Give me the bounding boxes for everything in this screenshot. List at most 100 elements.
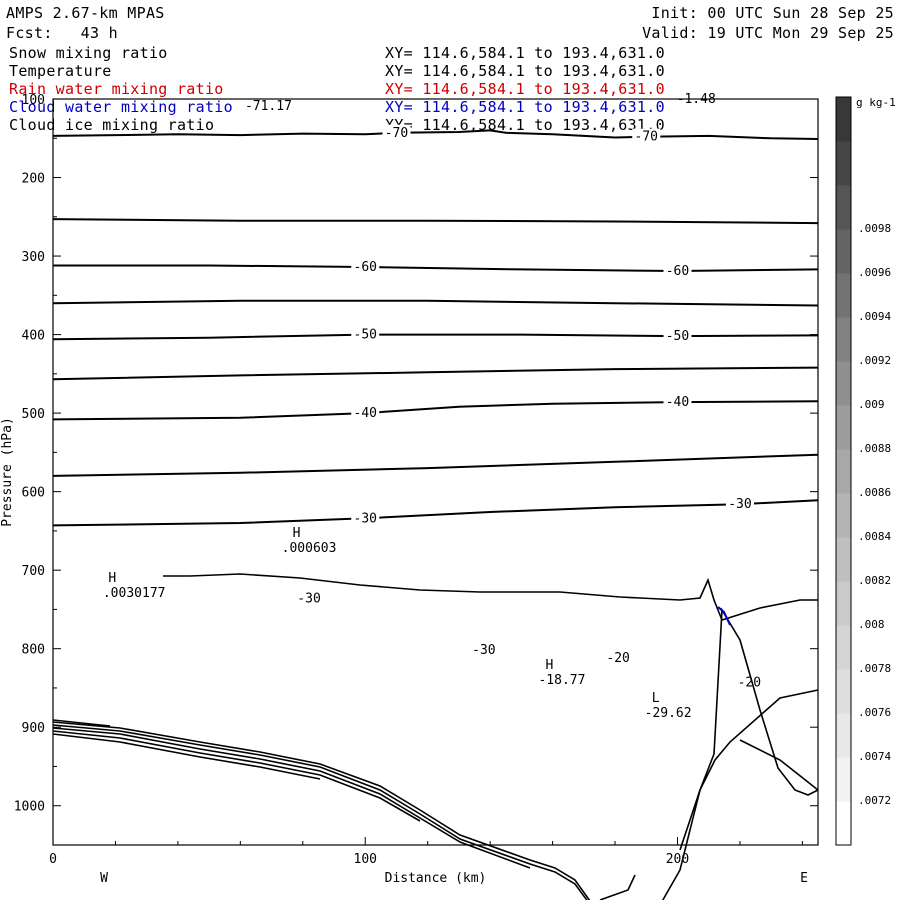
colorbar-segment: [836, 405, 851, 450]
y-tick-label: 300: [22, 250, 45, 265]
temperature-contour: [52, 499, 819, 527]
colorbar-frame: [835, 96, 852, 846]
colorbar-unit: g kg-1: [856, 96, 896, 109]
colorbar-segment: [836, 801, 851, 846]
field-name: Snow mixing ratio: [9, 44, 168, 62]
colorbar-level-label: .008: [858, 618, 885, 631]
temperature-contour: [52, 129, 819, 140]
y-tick-label: 900: [22, 721, 45, 736]
y-tick-label: 500: [22, 407, 45, 422]
colorbar-level-label: .0084: [858, 530, 891, 543]
colorbar-segment: [836, 317, 851, 362]
colorbar-level-label: .0098: [858, 222, 891, 235]
contour-label-bg: [351, 510, 380, 525]
contour-label: -40: [666, 395, 689, 410]
y-tick-label: 1000: [14, 800, 45, 815]
colorbar-level-label: .0072: [858, 794, 891, 807]
annotation-label: H: [293, 526, 301, 541]
x-axis-label: Distance (km): [385, 871, 487, 886]
temperature-contour: [52, 299, 819, 307]
x-tick-label: 100: [354, 852, 377, 867]
colorbar-segment: [836, 449, 851, 494]
colorbar-level-label: .0074: [858, 750, 891, 763]
y-tick-label: 100: [22, 93, 45, 108]
forecast-hour: Fcst: 43 h: [6, 24, 118, 42]
colorbar-segment: [836, 185, 851, 230]
colorbar-level-label: .0096: [858, 266, 891, 279]
contour-label-bg: [351, 259, 380, 274]
valid-time: Valid: 19 UTC Mon 29 Sep 25: [642, 24, 894, 42]
terrain-contour: [52, 727, 531, 869]
colorbar-segment: [836, 229, 851, 274]
y-axis-label: Pressure (hPa): [0, 417, 15, 527]
terrain-contour: [52, 733, 321, 780]
temperature-contour: [52, 453, 819, 477]
contour-label-bg: [382, 124, 411, 139]
annotation-label: H: [546, 658, 554, 673]
contour-label: -50: [354, 328, 377, 343]
colorbar-segment: [836, 273, 851, 318]
colorbar-level-label: .0088: [858, 442, 891, 455]
contour-label: -70: [385, 126, 408, 141]
west-label: W: [100, 871, 108, 886]
y-tick-label: 700: [22, 564, 45, 579]
contour-label-bg: [632, 128, 661, 143]
field-name: Rain water mixing ratio: [9, 80, 224, 98]
temperature-contour: [52, 366, 819, 381]
contour-label-bg: [725, 496, 754, 511]
field-xy-range: XY= 114.6,584.1 to 193.4,631.0: [385, 62, 665, 80]
terrain-contour: [599, 874, 636, 900]
x-tick-label: 200: [666, 852, 689, 867]
contour-label-bg: [663, 262, 692, 277]
colorbar-level-label: .0078: [858, 662, 891, 675]
y-tick-label: 200: [22, 172, 45, 187]
plot-frame: [52, 98, 819, 846]
terrain-contour: [52, 730, 421, 822]
colorbar-level-label: .0086: [858, 486, 891, 499]
y-tick-label: 800: [22, 643, 45, 658]
contour-label: -30: [354, 511, 377, 526]
colorbar-segment: [836, 757, 851, 802]
cloud-water-contour: [717, 606, 731, 626]
colorbar-level-label: .009: [858, 398, 885, 411]
colorbar-segment: [836, 97, 851, 142]
annotation-label: -30: [297, 591, 320, 606]
terrain-contour: [52, 724, 588, 900]
colorbar-level-label: .0082: [858, 574, 891, 587]
field-name: Cloud water mixing ratio: [9, 98, 233, 116]
colorbar-level-label: .0094: [858, 310, 891, 323]
annotation-label: -30: [472, 643, 495, 658]
annotation-label: -20: [606, 651, 629, 666]
colorbar-segment: [836, 713, 851, 758]
contour-label: -60: [666, 264, 689, 279]
annotation-label: .000603: [282, 541, 337, 556]
colorbar-segment: [836, 537, 851, 582]
annotation-label: H: [108, 571, 116, 586]
field-name: Cloud ice mixing ratio: [9, 116, 215, 134]
contour-label-bg: [663, 394, 692, 409]
terrain-contour: [699, 689, 819, 791]
colorbar-segment: [836, 361, 851, 406]
annotation-label: -29.62: [645, 706, 692, 721]
colorbar-segment: [836, 141, 851, 186]
annotation-label: L: [652, 691, 660, 706]
contour-label: -70: [635, 130, 658, 145]
temperature-contour: [52, 333, 819, 341]
terrain-contour: [739, 739, 819, 791]
contour-label-bg: [351, 326, 380, 341]
contour-label-bg: [663, 328, 692, 343]
contour-label: -50: [666, 329, 689, 344]
temperature-contour: [52, 218, 819, 225]
annotation-label: .0030177: [103, 586, 166, 601]
model-title: AMPS 2.67-km MPAS: [6, 4, 165, 22]
colorbar-level-label: .0076: [858, 706, 891, 719]
terrain-contour: [52, 607, 819, 900]
annotation-label: -18.77: [538, 673, 585, 688]
colorbar-segment: [836, 669, 851, 714]
field-xy-range: XY= 114.6,584.1 to 193.4,631.0: [385, 44, 665, 62]
terrain-contour: [52, 719, 111, 727]
contour-label: -60: [354, 260, 377, 275]
colorbar-segment: [836, 625, 851, 670]
x-tick-label: 0: [49, 852, 57, 867]
